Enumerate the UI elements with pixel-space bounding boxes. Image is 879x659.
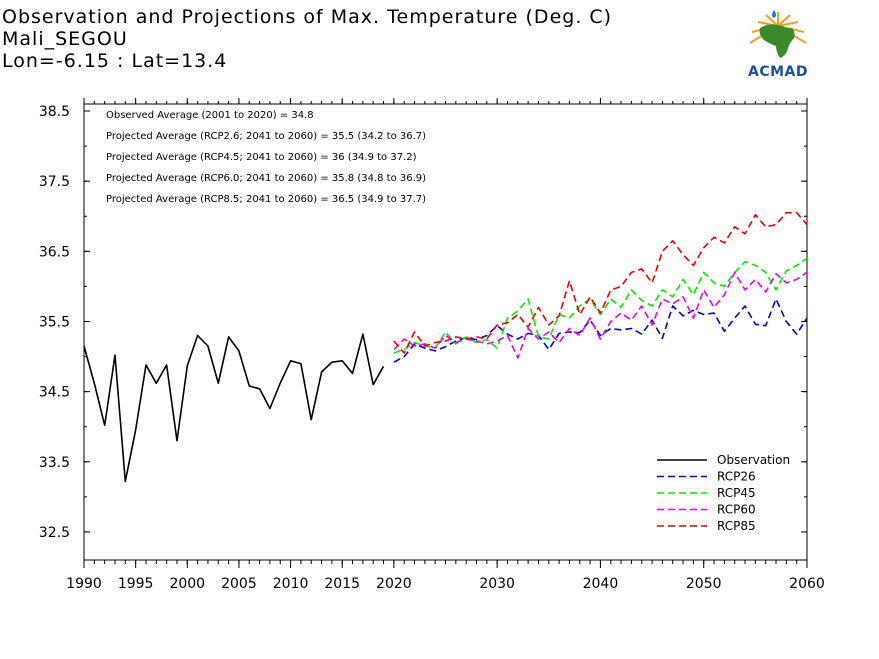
chart-title: Observation and Projections of Max. Temp… bbox=[2, 6, 613, 28]
series-rcp85 bbox=[393, 211, 808, 354]
x-tick-label: 2050 bbox=[686, 576, 722, 592]
chart-coordinates: Lon=-6.15 : Lat=13.4 bbox=[2, 50, 228, 72]
y-tick-label: 32.5 bbox=[39, 525, 70, 541]
x-tick-label: 2020 bbox=[376, 576, 412, 592]
y-tick-label: 36.5 bbox=[39, 244, 70, 260]
chart-location: Mali_SEGOU bbox=[2, 28, 128, 50]
series-rcp60 bbox=[393, 271, 808, 359]
x-tick-label: 2040 bbox=[583, 576, 619, 592]
x-tick-label: 2015 bbox=[324, 576, 360, 592]
annotation-line: Observed Average (2001 to 2020) = 34.8 bbox=[106, 110, 314, 121]
plot-area: 32.5 33.5 34.5 35.5 36.5 37.5 38.5 1990 1995 2000… bbox=[39, 98, 825, 592]
annotation-line: Projected Average (RCP4.5; 2041 to 2060)… bbox=[106, 152, 417, 163]
y-tick-label: 34.5 bbox=[39, 385, 70, 401]
series-lines bbox=[83, 211, 808, 483]
series-observation bbox=[83, 333, 385, 483]
y-tick-label: 35.5 bbox=[39, 314, 70, 330]
annotation-block: Observed Average (2001 to 2020) = 34.8 Pr… bbox=[106, 110, 426, 205]
x-tick-label: 2060 bbox=[789, 576, 825, 592]
x-tick-label: 1990 bbox=[66, 576, 102, 592]
legend-label-observation: Observation bbox=[717, 453, 790, 467]
acmad-logo: ACMAD bbox=[738, 8, 818, 86]
series-rcp26 bbox=[393, 298, 808, 363]
x-tick-label: 2005 bbox=[221, 576, 257, 592]
legend-label-rcp60: RCP60 bbox=[717, 503, 756, 517]
x-tick-label: 2000 bbox=[169, 576, 205, 592]
legend-label-rcp26: RCP26 bbox=[717, 470, 756, 484]
africa-map-sun-icon bbox=[749, 10, 807, 58]
series-rcp45 bbox=[393, 257, 808, 354]
x-tick-label: 2010 bbox=[273, 576, 309, 592]
x-tick-label: 1995 bbox=[118, 576, 154, 592]
x-tick-label: 2030 bbox=[479, 576, 515, 592]
chart-title-block: Observation and Projections of Max. Temp… bbox=[2, 6, 612, 72]
annotation-line: Projected Average (RCP8.5; 2041 to 2060)… bbox=[106, 194, 426, 205]
legend-label-rcp85: RCP85 bbox=[717, 519, 756, 533]
legend-label-rcp45: RCP45 bbox=[717, 486, 756, 500]
y-tick-label: 37.5 bbox=[39, 174, 70, 190]
annotation-line: Projected Average (RCP2.6; 2041 to 2060)… bbox=[106, 131, 426, 142]
y-tick-label: 33.5 bbox=[39, 455, 70, 471]
legend: Observation RCP26 RCP45 RCP60 RCP85 bbox=[657, 453, 790, 533]
y-tick-label: 38.5 bbox=[39, 104, 70, 120]
logo-text: ACMAD bbox=[748, 64, 808, 80]
annotation-line: Projected Average (RCP6.0; 2041 to 2060)… bbox=[106, 173, 426, 184]
